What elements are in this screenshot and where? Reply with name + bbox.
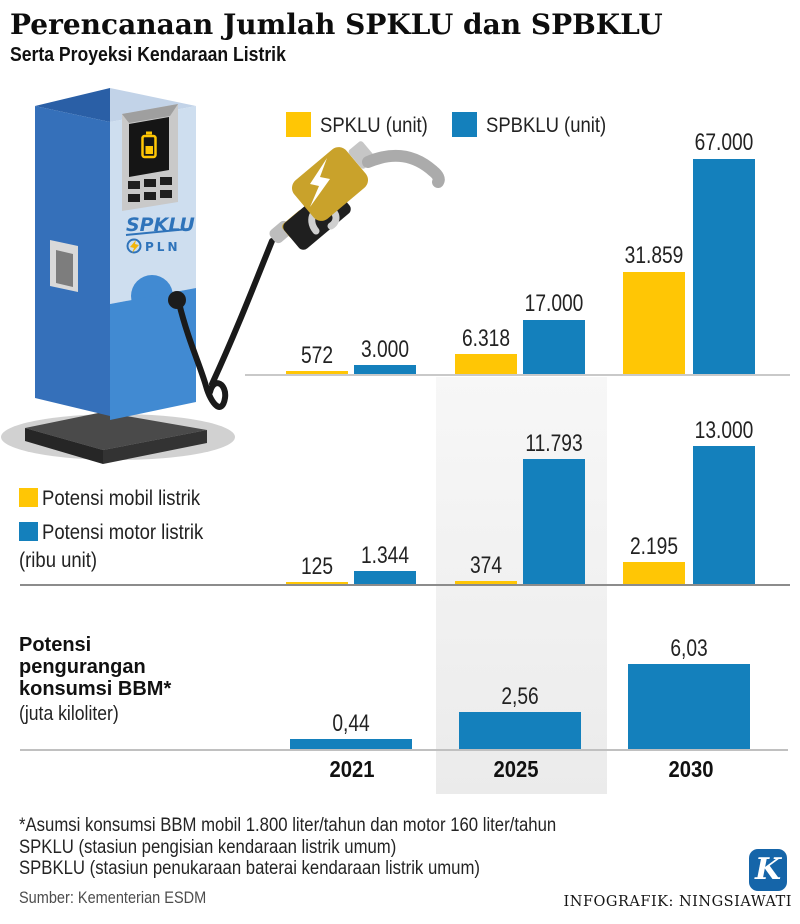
bar-bbm-2030 (628, 664, 750, 750)
legend-swatch-mobil (19, 488, 38, 507)
bar-spklu-2025 (455, 354, 517, 375)
charging-cable (176, 238, 275, 410)
value-label: 2,56 (501, 683, 539, 710)
value-label: 17.000 (524, 290, 584, 317)
bar-motor-2021 (354, 571, 416, 585)
footnote-spklu: SPKLU (stasiun pengisian kendaraan listr… (19, 836, 397, 858)
x-tick-2030: 2030 (668, 756, 714, 782)
legend-label-spbklu: SPBKLU (unit) (486, 114, 607, 137)
bar-spbklu-2021 (354, 365, 416, 375)
unit-note-ribu-unit: (ribu unit) (19, 549, 98, 572)
station-brand-text: SPKLU (126, 214, 195, 236)
chart-kendaraan-listrik: 125 1.344 374 11.793 2.195 13.000 (0, 417, 800, 585)
battery-icon (141, 131, 157, 159)
kompas-logo-letter: K (754, 852, 782, 887)
nozzle-spout (362, 149, 445, 188)
footnote-asumsi: *Asumsi konsumsi BBM mobil 1.800 liter/t… (19, 815, 557, 836)
bar-spbklu-2025 (523, 320, 585, 375)
legend-label-mobil: Potensi mobil listrik (42, 487, 201, 510)
value-label: 374 (469, 552, 503, 579)
bbm-label-line3: konsumsi BBM* (19, 678, 172, 700)
chart-spklu-spbklu: 572 3.000 6.318 17.000 31.859 67.000 (0, 128, 800, 375)
charging-station-illustration: SPKLU PLN (1, 88, 445, 464)
x-tick-2025: 2025 (493, 756, 539, 782)
bbm-label-line2: pengurangan (19, 656, 146, 678)
pln-bolt-icon (126, 238, 142, 254)
legend-label-motor: Potensi motor listrik (42, 521, 204, 544)
pln-text: PLN (145, 240, 180, 254)
value-label: 6,03 (670, 635, 708, 662)
axis-line-middle (20, 584, 790, 586)
unit-note-juta-kiloliter: (juta kiloliter) (19, 703, 119, 725)
cable-connector (168, 291, 186, 309)
source-text: Sumber: Kementerian ESDM (19, 889, 207, 907)
value-label: 2.195 (629, 533, 679, 560)
bar-motor-2030 (693, 446, 755, 585)
bar-mobil-2030 (623, 562, 685, 585)
keypad (128, 177, 172, 202)
page-title: Perencanaan Jumlah SPKLU dan SPBKLU (10, 8, 663, 41)
bar-mobil-2025 (455, 581, 517, 585)
screen-panel (122, 104, 178, 211)
bar-spbklu-2030 (693, 159, 755, 375)
value-label: 125 (300, 553, 334, 580)
value-label: 572 (300, 342, 334, 369)
value-label: 11.793 (525, 430, 583, 457)
kompas-logo: K (749, 849, 787, 891)
page-subtitle: Serta Proyeksi Kendaraan Listrik (10, 44, 286, 66)
ev-nozzle-illustration (269, 141, 445, 250)
credit-text: INFOGRAFIK: NINGSIAWATI (563, 894, 792, 910)
bar-bbm-2025 (459, 712, 581, 750)
lightning-bolt-icon (310, 158, 330, 207)
value-label: 1.344 (360, 542, 410, 569)
axis-line-top (245, 374, 790, 376)
value-label: 3.000 (360, 336, 410, 363)
bar-bbm-2021 (290, 739, 412, 750)
station-branding: SPKLU PLN (125, 214, 195, 254)
bar-motor-2025 (523, 459, 585, 585)
legend-swatch-motor (19, 522, 38, 541)
chart-konsumsi-bbm: 0,44 2,56 6,03 (0, 630, 800, 750)
legend-swatch-spbklu (452, 112, 477, 137)
bar-spklu-2030 (623, 272, 685, 375)
station-base (25, 412, 207, 464)
legend-label-spklu: SPKLU (unit) (320, 114, 428, 137)
axis-line-bottom (20, 749, 788, 751)
value-label: 31.859 (624, 242, 684, 269)
value-label: 67.000 (694, 129, 754, 156)
value-label: 13.000 (694, 417, 754, 444)
value-label: 6.318 (461, 325, 511, 352)
bar-mobil-2021 (286, 582, 348, 585)
value-label: 0,44 (332, 710, 370, 737)
footnote-spbklu: SPBKLU (stasiun penukaraan baterai kenda… (19, 858, 480, 879)
card-slot (50, 240, 78, 292)
bar-spklu-2021 (286, 371, 348, 375)
x-tick-2021: 2021 (329, 756, 375, 782)
legend-swatch-spklu (286, 112, 311, 137)
bbm-label-line1: Potensi (19, 634, 92, 656)
